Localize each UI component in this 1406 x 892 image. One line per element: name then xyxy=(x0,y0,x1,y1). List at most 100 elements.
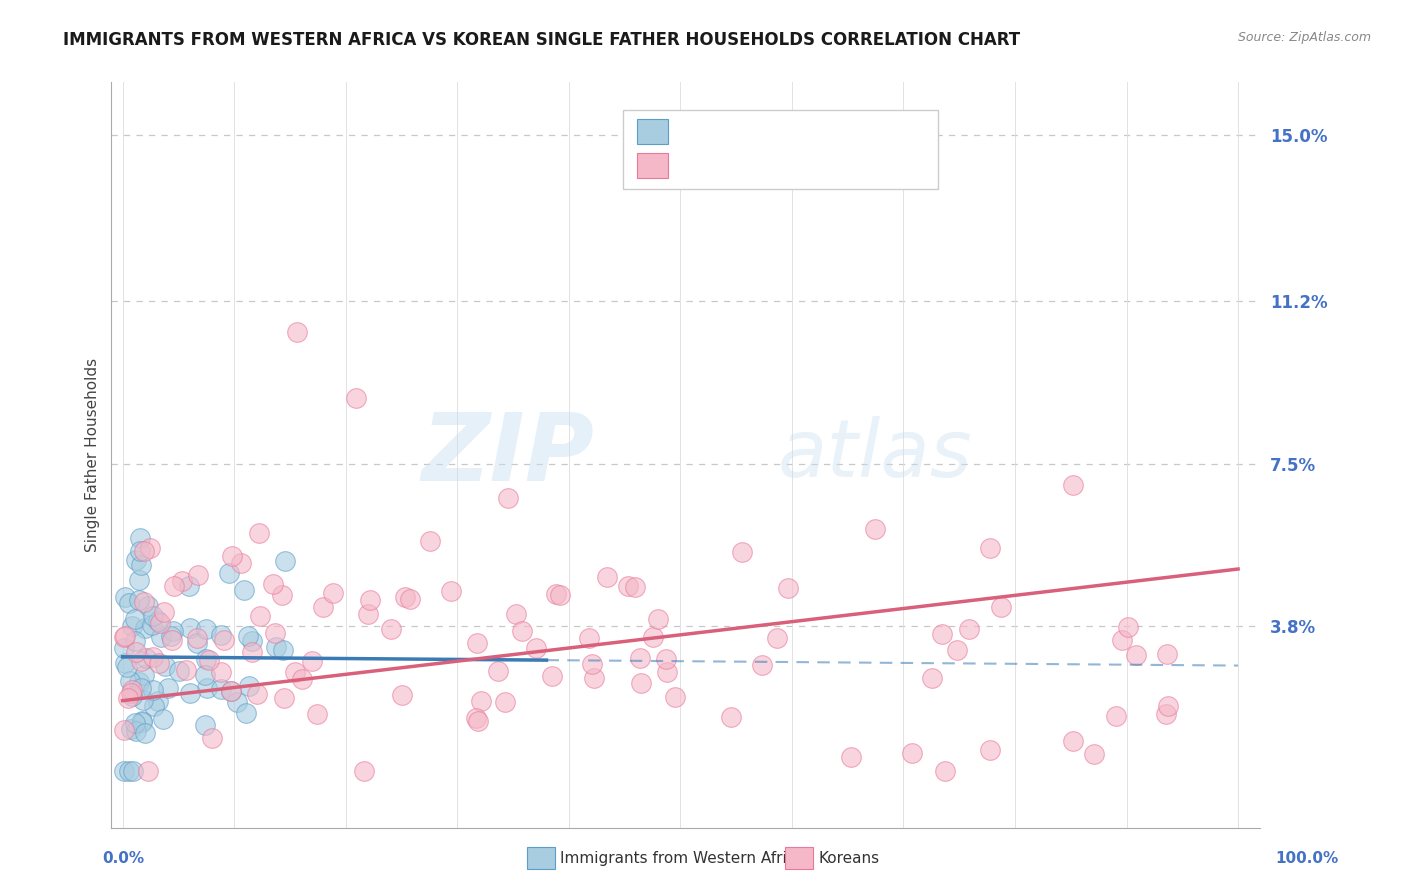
Point xyxy=(225,695,247,709)
Point xyxy=(467,714,489,729)
Point xyxy=(138,541,160,555)
Point xyxy=(141,649,163,664)
Point xyxy=(262,577,284,591)
Point xyxy=(419,534,441,549)
Point xyxy=(219,684,242,698)
Point xyxy=(148,694,170,708)
Point xyxy=(934,764,956,778)
Point xyxy=(167,664,190,678)
Point xyxy=(1111,632,1133,647)
Point xyxy=(135,651,157,665)
Text: ZIP: ZIP xyxy=(422,409,593,501)
Text: R =: R = xyxy=(675,156,711,174)
Point xyxy=(121,690,143,704)
Point xyxy=(305,707,328,722)
Point xyxy=(247,526,270,541)
Point xyxy=(209,682,232,697)
Point xyxy=(231,556,253,570)
Point xyxy=(129,558,152,572)
Point xyxy=(136,764,159,778)
Point xyxy=(179,579,201,593)
Point xyxy=(246,687,269,701)
Point xyxy=(550,588,572,602)
Point xyxy=(121,618,143,632)
Point xyxy=(179,686,201,700)
Point xyxy=(120,686,142,700)
Point xyxy=(496,491,519,506)
Point xyxy=(186,631,208,645)
Point xyxy=(195,622,218,636)
Point xyxy=(578,632,600,646)
Point xyxy=(1062,477,1084,491)
Point xyxy=(957,622,980,636)
Point xyxy=(114,657,136,671)
Point xyxy=(439,583,461,598)
Point xyxy=(1156,648,1178,662)
Point xyxy=(218,566,240,581)
Point xyxy=(357,607,380,621)
Point xyxy=(114,764,136,778)
Point xyxy=(118,673,141,688)
Point xyxy=(179,621,201,635)
Point xyxy=(143,699,166,714)
Point xyxy=(344,391,367,405)
Point xyxy=(148,656,170,670)
Point xyxy=(524,641,547,656)
Point xyxy=(643,630,665,644)
Point xyxy=(301,654,323,668)
Point xyxy=(124,553,146,567)
Point xyxy=(128,544,150,558)
Point xyxy=(270,589,292,603)
Point xyxy=(486,664,509,678)
Point xyxy=(125,645,148,659)
Point xyxy=(163,579,186,593)
Point xyxy=(240,634,263,648)
Point xyxy=(134,621,156,635)
Point xyxy=(628,651,651,665)
Text: IMMIGRANTS FROM WESTERN AFRICA VS KOREAN SINGLE FATHER HOUSEHOLDS CORRELATION CH: IMMIGRANTS FROM WESTERN AFRICA VS KOREAN… xyxy=(63,31,1021,49)
Text: N =: N = xyxy=(770,122,807,140)
Point xyxy=(136,599,159,614)
Point xyxy=(1157,698,1180,713)
Point xyxy=(1154,706,1177,721)
Point xyxy=(131,714,153,728)
Point xyxy=(152,605,174,619)
Point xyxy=(141,617,163,632)
Point xyxy=(214,632,236,647)
Point xyxy=(194,668,217,682)
Point xyxy=(162,624,184,639)
Point xyxy=(399,591,422,606)
Point xyxy=(582,671,605,685)
Text: 100.0%: 100.0% xyxy=(1275,851,1339,865)
Point xyxy=(391,688,413,702)
Point xyxy=(238,679,260,693)
Point xyxy=(617,579,640,593)
Point xyxy=(124,612,146,626)
Point xyxy=(647,612,669,626)
Point xyxy=(1104,708,1126,723)
Point xyxy=(312,599,335,614)
Point xyxy=(124,716,146,731)
Text: Koreans: Koreans xyxy=(818,851,879,865)
Point xyxy=(1116,620,1139,634)
Point xyxy=(655,652,678,666)
Point xyxy=(112,630,135,644)
Point xyxy=(353,764,375,778)
Point xyxy=(931,627,953,641)
Point xyxy=(132,693,155,707)
Point xyxy=(112,723,135,737)
Point xyxy=(394,590,416,604)
Point xyxy=(1083,747,1105,761)
Point xyxy=(664,690,686,705)
Text: R =: R = xyxy=(675,122,711,140)
Point xyxy=(198,653,221,667)
Point xyxy=(186,635,208,649)
Point xyxy=(655,665,678,680)
Point xyxy=(142,608,165,623)
Point xyxy=(160,633,183,648)
Point xyxy=(118,596,141,610)
Point xyxy=(131,681,153,695)
Point xyxy=(128,675,150,690)
Point xyxy=(120,723,142,737)
Point xyxy=(1062,734,1084,748)
